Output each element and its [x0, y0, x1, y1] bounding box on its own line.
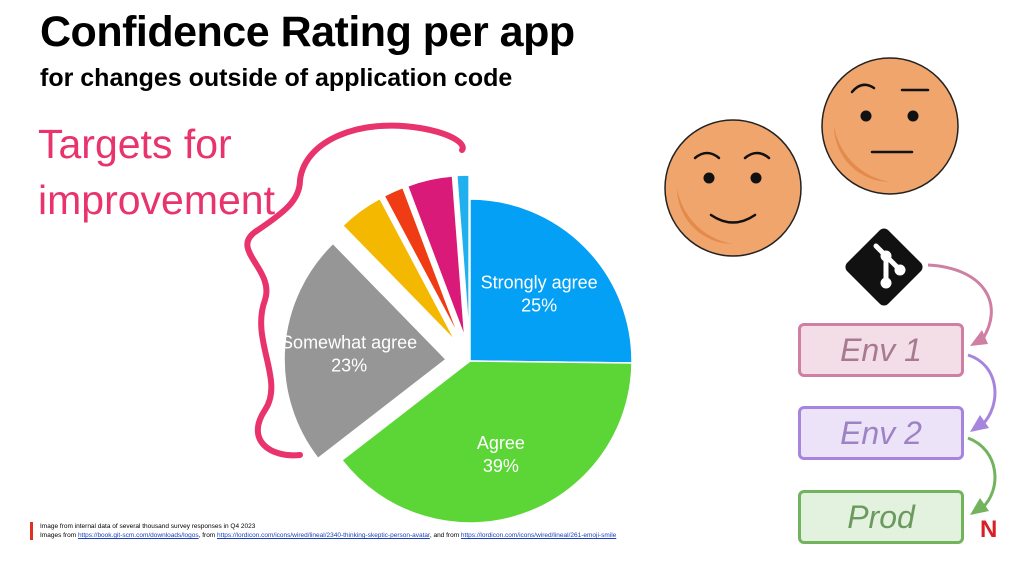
footer-accent-bar	[30, 522, 33, 540]
footer-line-1: Image from internal data of several thou…	[40, 523, 256, 530]
slice-percent-label: 39%	[483, 456, 519, 476]
slice-label: Somewhat agree	[281, 333, 417, 353]
slice-label: Agree	[477, 433, 525, 453]
pie-slice-small-5	[406, 175, 466, 338]
stage-env-2: Env 2	[798, 406, 964, 460]
skeptic-icon-link[interactable]: https://lordicon.com/icons/wired/lineal/…	[217, 532, 430, 539]
brace-annotation	[244, 122, 466, 459]
smile-icon-link[interactable]: https://lordicon.com/icons/wired/lineal/…	[460, 532, 617, 539]
pie-slice-small-4	[383, 186, 461, 340]
git-logo-icon	[845, 228, 923, 306]
pie-slice-agree	[340, 360, 633, 524]
pie-slice-strongly-agree	[469, 198, 633, 364]
slide-title: Confidence Rating per app	[40, 8, 575, 56]
footer-credits: Image from internal data of several thou…	[40, 522, 616, 540]
pie-slice-small-6	[455, 174, 470, 338]
footer-sep-1: , from	[198, 532, 218, 539]
slide-subtitle: for changes outside of application code	[40, 64, 513, 92]
slice-label: Strongly agree	[481, 273, 598, 293]
footer-prefix: Images from	[40, 532, 78, 539]
stage-env-2-label: Env 2	[840, 414, 922, 451]
targets-callout: Targets for improvement	[38, 121, 275, 223]
footer-sep-2: , and from	[429, 532, 461, 539]
skeptic-emoji-icon	[821, 57, 959, 195]
netflix-n-icon: N	[980, 516, 998, 543]
stage-prod: Prod	[798, 490, 964, 544]
pie-labels: Strongly agree 25% Agree 39% Somewhat agree 2…	[281, 273, 598, 476]
slice-percent-label: 23%	[331, 356, 367, 376]
pie-slice-somewhat-agree	[283, 242, 448, 460]
stage-env-1: Env 1	[798, 323, 964, 377]
footer-line-2: Images from https://book.git-scm.com/dow…	[40, 531, 616, 540]
smile-emoji-icon	[664, 119, 802, 257]
stage-env-1-label: Env 1	[840, 331, 922, 368]
slice-percent-label: 25%	[521, 296, 557, 316]
stage-prod-label: Prod	[847, 498, 915, 535]
pie-slice-small-3	[341, 197, 457, 343]
git-logo-link[interactable]: https://book.git-scm.com/downloads/logos	[77, 532, 199, 539]
pie-slices	[283, 174, 633, 524]
